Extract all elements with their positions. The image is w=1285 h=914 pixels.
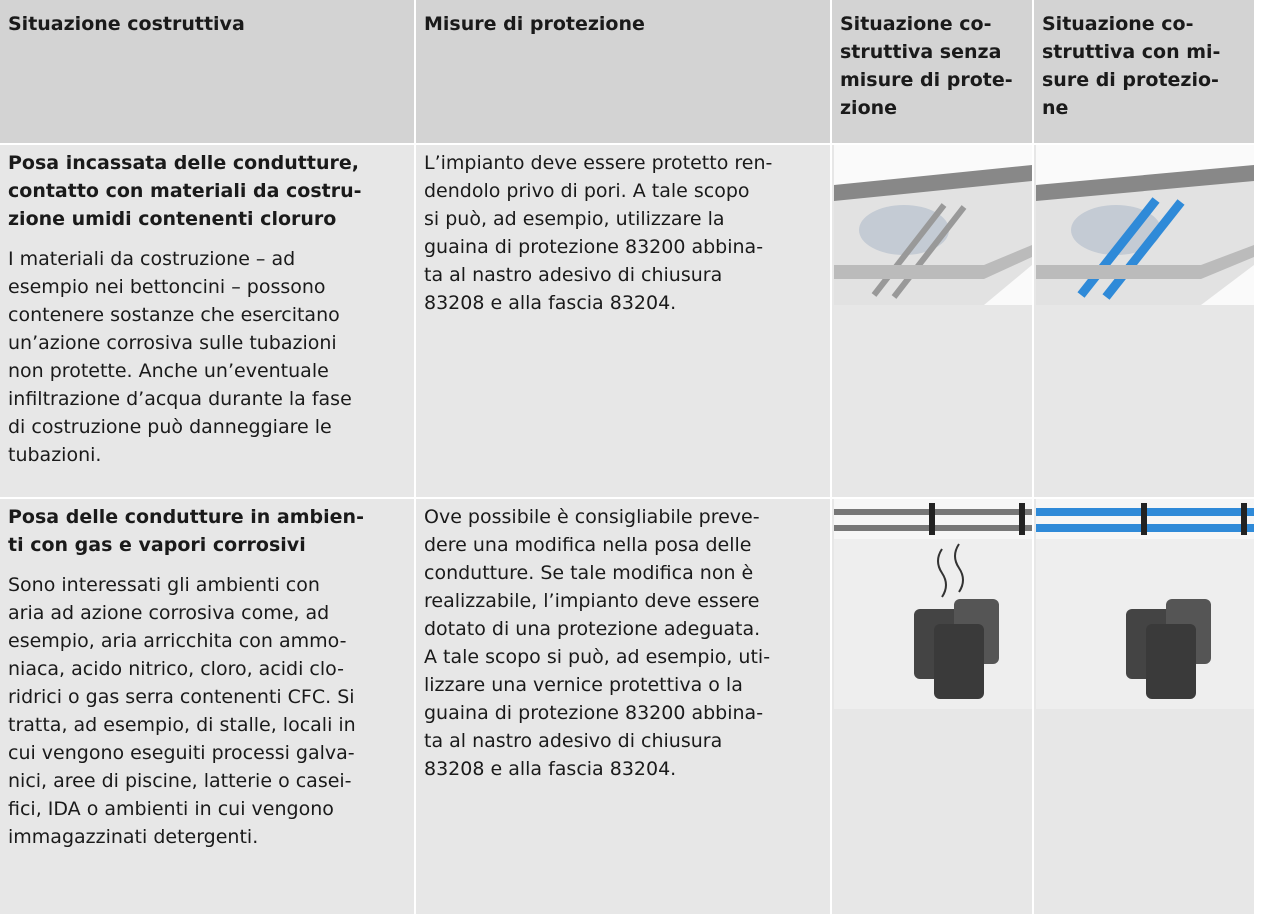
row-text: niaca, acido nitrico, cloro, acidi clo- <box>8 658 344 680</box>
cell: Ove possibile è consigliabile preve-dere… <box>416 499 830 914</box>
row-text: Sono interessati gli ambienti con <box>8 574 320 596</box>
row-text: ridrici o gas serra contenenti CFC. Si <box>8 686 355 708</box>
row-text: esempio nei bettoncini – possono <box>8 276 326 298</box>
illustration <box>1036 499 1254 709</box>
row-text: tubazioni. <box>8 444 102 466</box>
row-text: immagazzinati detergenti. <box>8 826 259 848</box>
header-text: misure di prote- <box>840 69 1013 91</box>
row-text: non protette. Anche un’eventuale <box>8 360 329 382</box>
measure-text: A tale scopo si può, ad esempio, uti- <box>424 646 771 668</box>
cell: Posa incassata delle condutture, contatto… <box>0 145 414 497</box>
measure-text: ta al nastro adesivo di chiusura <box>424 264 723 286</box>
header-text: Situazione co- <box>1042 13 1194 35</box>
illustration <box>834 145 1032 305</box>
header-cell: Situazione co-struttiva senza misure di p… <box>832 0 1032 143</box>
header-cell: Situazione costruttiva <box>0 0 414 143</box>
measure-text: realizzabile, l’impianto deve essere <box>424 590 760 612</box>
row-title: Posa delle condutture in ambien- <box>8 506 364 528</box>
measure-text: lizzare una vernice protettiva o la <box>424 674 743 696</box>
row-title: ti con gas e vapori corrosivi <box>8 534 306 556</box>
header-text: Situazione costruttiva <box>8 13 245 35</box>
header-cell: Misure di protezione <box>416 0 830 143</box>
row-title: zione umidi contenenti cloruro <box>8 208 337 230</box>
row-text: infiltrazione d’acqua durante la fase <box>8 388 352 410</box>
header-text: struttiva con mi- <box>1042 41 1221 63</box>
measure-text: 83208 e alla fascia 83204. <box>424 292 677 314</box>
cell: Posa delle condutture in ambien-ti con g… <box>0 499 414 914</box>
header-text: Misure di protezione <box>424 13 645 35</box>
header-text: struttiva senza <box>840 41 1002 63</box>
row-text: I materiali da costruzione – ad <box>8 248 296 270</box>
row-text: aria ad azione corrosiva come, ad <box>8 602 330 624</box>
header-cell: Situazione co-struttiva con mi-sure di p… <box>1034 0 1254 143</box>
measure-text: 83208 e alla fascia 83204. <box>424 758 677 780</box>
measure-text: L’impianto deve essere protetto ren- <box>424 152 773 174</box>
row-title: Posa incassata delle condutture, <box>8 152 359 174</box>
row-text: di costruzione può danneggiare le <box>8 416 332 438</box>
header-text: zione <box>840 97 898 119</box>
illustration <box>1036 145 1254 305</box>
measure-text: si può, ad esempio, utilizzare la <box>424 208 725 230</box>
row-text: nici, aree di piscine, latterie o casei- <box>8 770 352 792</box>
measure-text: dotato di una protezione adeguata. <box>424 618 761 640</box>
measure-text: Ove possibile è consigliabile preve- <box>424 506 760 528</box>
measure-text: dere una modifica nella posa delle <box>424 534 752 556</box>
row-text: fici, IDA o ambienti in cui vengono <box>8 798 334 820</box>
illustration <box>834 499 1032 709</box>
header-text: Situazione co- <box>840 13 992 35</box>
measure-text: ta al nastro adesivo di chiusura <box>424 730 723 752</box>
row-text: esempio, aria arricchita con ammo- <box>8 630 347 652</box>
header-text: sure di protezio- <box>1042 69 1219 91</box>
row-text: tratta, ad esempio, di stalle, locali in <box>8 714 356 736</box>
cell: L’impianto deve essere protetto ren-dend… <box>416 145 830 497</box>
row-text: un’azione corrosiva sulle tubazioni <box>8 332 337 354</box>
measure-text: guaina di protezione 83200 abbina- <box>424 236 764 258</box>
row-text: contenere sostanze che esercitano <box>8 304 340 326</box>
row-title: contatto con materiali da costru- <box>8 180 362 202</box>
measure-text: dendolo privo di pori. A tale scopo <box>424 180 750 202</box>
measure-text: condutture. Se tale modifica non è <box>424 562 754 584</box>
measure-text: guaina di protezione 83200 abbina- <box>424 702 764 724</box>
row-text: cui vengono eseguiti processi galva- <box>8 742 355 764</box>
header-text: ne <box>1042 97 1069 119</box>
